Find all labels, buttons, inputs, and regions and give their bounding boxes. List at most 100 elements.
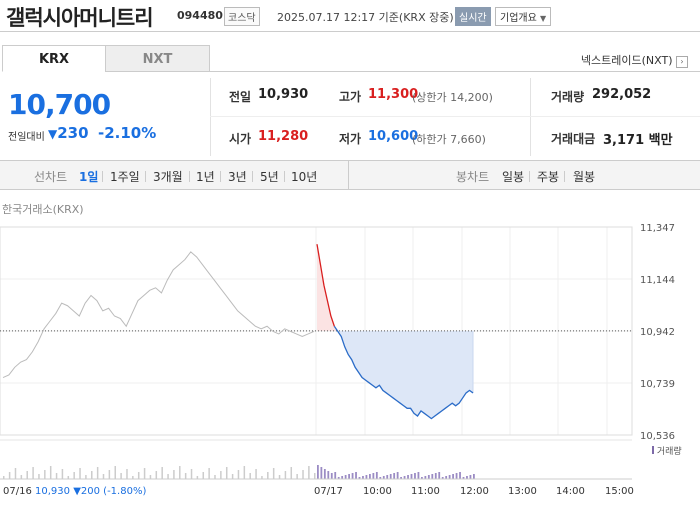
volume-bar	[8, 472, 11, 479]
volume-bar	[61, 469, 64, 479]
realtime-button[interactable]: 실시간	[455, 7, 491, 26]
prev-change: ▼200	[73, 486, 100, 497]
volume-bar	[179, 466, 181, 479]
divider	[102, 171, 103, 182]
volume-bar	[161, 467, 163, 479]
candle-daily[interactable]: 일봉	[502, 170, 525, 184]
volume-bar	[369, 474, 371, 479]
volume-bar	[255, 469, 257, 479]
stock-code: 094480	[177, 9, 223, 22]
volume-bar	[351, 473, 354, 479]
volume-bar	[3, 476, 5, 479]
market-badge: 코스닥	[224, 7, 260, 26]
x-tick-label: 15:00	[605, 486, 634, 497]
prev-day-summary: 07/16 10,930 ▼200 (-1.80%)	[3, 486, 146, 497]
period-1d[interactable]: 1일	[79, 170, 99, 184]
volume-bar	[237, 470, 240, 479]
volume-bar	[261, 476, 263, 479]
volume-bar	[73, 472, 75, 479]
y-tick-label: 11,144	[640, 275, 675, 286]
volume-legend: 거래량	[652, 444, 682, 457]
prev-pct: (-1.80%)	[103, 486, 147, 497]
company-overview-button[interactable]: 기업개요 ▼	[495, 7, 552, 26]
prev-day-line	[2, 251, 315, 379]
volume-bar	[407, 475, 409, 479]
y-tick-label: 10,536	[640, 431, 675, 442]
volume-bar	[414, 473, 416, 479]
tab-krx[interactable]: KRX	[2, 45, 106, 72]
volume-bar	[341, 476, 344, 479]
period-10y[interactable]: 10년	[291, 170, 318, 184]
divider	[210, 116, 700, 117]
volume-bar	[196, 476, 199, 479]
prev-close-value: 10,930	[258, 87, 309, 102]
nxt-link[interactable]: 넥스트레이드(NXT) ›	[581, 52, 688, 68]
volume-bar	[32, 467, 34, 479]
volume-bar	[55, 473, 58, 479]
caret-down-icon: ▼	[540, 14, 547, 23]
triangle-down-icon: ▼	[48, 127, 58, 141]
period-1w[interactable]: 1주일	[110, 170, 140, 184]
divider	[189, 171, 190, 182]
chart-source: 한국거래소(KRX)	[2, 203, 84, 216]
volume-bar	[462, 477, 465, 479]
volume-bar	[386, 475, 389, 479]
volume-bar	[220, 471, 222, 479]
fill-area	[317, 244, 474, 419]
change-value: ▼230	[48, 124, 89, 142]
volume-bar	[469, 475, 472, 479]
volume-bar	[417, 472, 420, 479]
volume-bar	[114, 466, 116, 479]
volume-bar	[67, 476, 70, 479]
volume-bar	[403, 476, 406, 479]
candle-monthly[interactable]: 월봉	[573, 170, 596, 184]
volume-bar	[231, 474, 234, 479]
volume-bar	[85, 475, 87, 479]
divider	[529, 171, 530, 182]
candle-weekly[interactable]: 주봉	[537, 170, 560, 184]
volume-bar	[278, 475, 281, 479]
divider	[220, 171, 221, 182]
volume-bar	[290, 467, 293, 479]
open-value: 11,280	[258, 129, 309, 144]
volume-bar	[358, 477, 361, 479]
volume-bars	[3, 465, 475, 479]
volume-bar	[448, 475, 451, 479]
volume-bar	[126, 469, 128, 479]
divider	[564, 171, 565, 182]
period-1y[interactable]: 1년	[196, 170, 215, 184]
volume-bar	[202, 472, 205, 479]
volume-bar	[375, 472, 378, 479]
volume-bar	[330, 473, 333, 479]
volume-bar	[396, 472, 399, 479]
x-tick-label: 10:00	[363, 486, 392, 497]
volume-bar	[466, 476, 468, 479]
volume-bar	[167, 474, 169, 479]
x-tick-label: 14:00	[556, 486, 585, 497]
volume-bar	[302, 470, 304, 479]
volume-bar	[155, 471, 158, 479]
volume-legend-marker	[652, 446, 654, 454]
volume-bar	[362, 476, 364, 479]
tab-nxt[interactable]: NXT	[105, 45, 210, 72]
period-3m[interactable]: 3개월	[153, 170, 183, 184]
prev-price: 10,930	[35, 486, 71, 497]
volume-bar	[337, 477, 340, 479]
period-5y[interactable]: 5년	[260, 170, 279, 184]
volume-bar	[38, 474, 40, 479]
period-3y[interactable]: 3년	[228, 170, 247, 184]
volume-bar	[149, 475, 152, 479]
volume-bar	[26, 471, 28, 479]
volume-bar	[421, 477, 423, 479]
volume-bar	[473, 474, 475, 479]
volume-bar	[348, 474, 350, 479]
volume-bar	[438, 472, 441, 479]
volume-bar	[49, 466, 52, 479]
volume-bar	[323, 469, 326, 479]
lower-limit: (하한가 7,660)	[412, 133, 486, 146]
x-tick-label: 11:00	[411, 486, 440, 497]
nxt-link-label: 넥스트레이드(NXT)	[580, 54, 673, 67]
volume-bar	[132, 476, 134, 479]
plot-border	[0, 226, 633, 436]
amount-label: 거래대금	[551, 132, 596, 146]
